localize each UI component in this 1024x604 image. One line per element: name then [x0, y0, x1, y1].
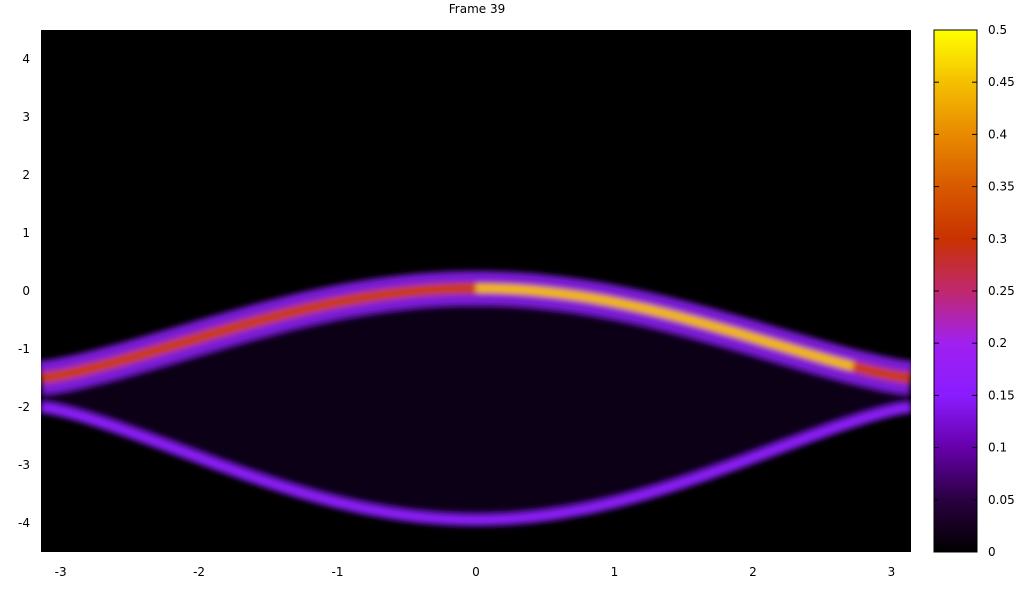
colorbar-tick-label: 0 [988, 545, 996, 559]
y-tick-label: 0 [22, 284, 30, 298]
colorbar-tick-label: 0.3 [988, 232, 1007, 246]
x-tick-label: -2 [193, 565, 205, 579]
y-tick-label: 1 [22, 226, 30, 240]
x-axis: -3 -2 -1 0 1 2 3 [55, 565, 896, 579]
x-tick-label: 3 [888, 565, 896, 579]
y-tick-label: 3 [22, 110, 30, 124]
y-tick-label: -3 [18, 458, 30, 472]
interior-region [41, 288, 911, 521]
colorbar-tick-label: 0.4 [988, 127, 1007, 141]
colorbar-tick-label: 0.35 [988, 180, 1015, 194]
colorbar-tick-label: 0.1 [988, 441, 1007, 455]
colorbar-tick-label: 0.2 [988, 336, 1007, 350]
lower-separatrix-core [41, 405, 911, 523]
y-axis: 4 3 2 1 0 -1 -2 -3 -4 [18, 52, 30, 530]
colorbar-tick-label: 0.05 [988, 493, 1015, 507]
y-tick-label: -2 [18, 400, 30, 414]
peak-band [475, 284, 855, 371]
colorbar-tick-label: 0.5 [988, 23, 1007, 37]
x-tick-label: 1 [611, 565, 619, 579]
x-tick-label: 2 [749, 565, 757, 579]
colorbar-gradient [933, 29, 978, 553]
colorbar: 0 0.05 0.1 0.15 0.2 0.25 0.3 0.35 0.4 0.45 0.5 [933, 23, 1015, 559]
x-tick-label: 0 [472, 565, 480, 579]
y-tick-label: 2 [22, 168, 30, 182]
y-tick-label: -4 [18, 516, 30, 530]
x-tick-label: -1 [332, 565, 344, 579]
colorbar-tick-label: 0.45 [988, 75, 1015, 89]
chart-title: Frame 39 [449, 2, 505, 16]
y-tick-label: 4 [22, 52, 30, 66]
colorbar-tick-label: 0.25 [988, 284, 1015, 298]
y-tick-label: -1 [18, 342, 30, 356]
plot-area [41, 30, 911, 552]
colorbar-tick-label: 0.15 [988, 388, 1015, 402]
x-tick-label: -3 [55, 565, 67, 579]
